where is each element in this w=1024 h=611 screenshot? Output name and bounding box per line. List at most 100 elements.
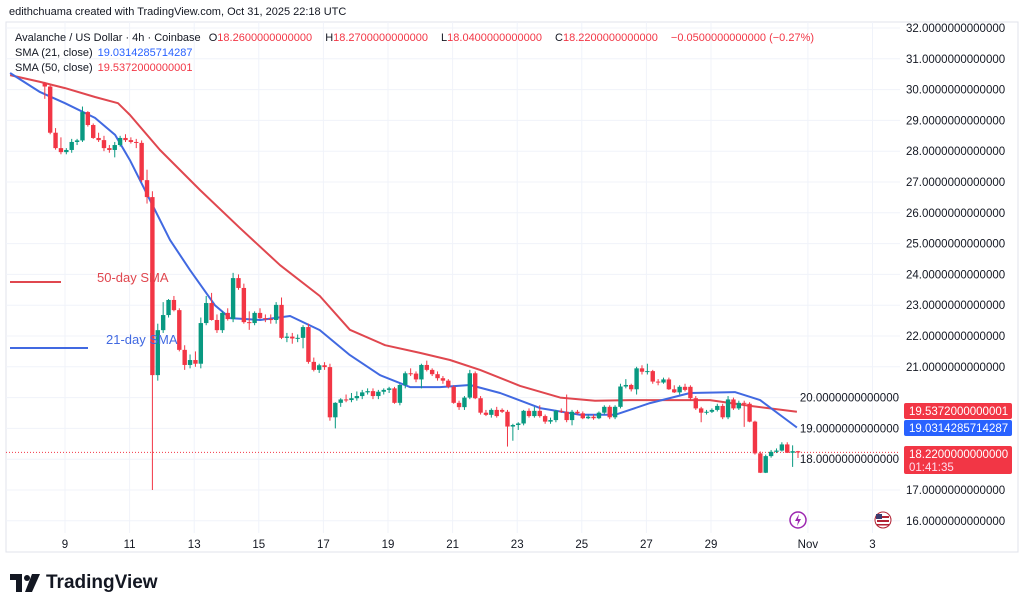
candle xyxy=(263,314,268,323)
candle-body xyxy=(650,371,655,382)
candle-body xyxy=(655,381,661,383)
x-tick-label: 29 xyxy=(705,539,718,551)
candle-body xyxy=(688,386,693,399)
tradingview-logo[interactable]: TradingView xyxy=(10,572,158,594)
candle xyxy=(53,128,58,150)
y-tick-label: 23.0000000000000 xyxy=(906,300,1005,312)
candle xyxy=(182,345,187,370)
candle xyxy=(311,357,316,372)
candle xyxy=(672,385,677,393)
candle-body xyxy=(607,406,612,418)
y-tick-label: 28.0000000000000 xyxy=(906,146,1005,158)
candle-body xyxy=(333,402,338,418)
candle xyxy=(742,400,747,427)
candle-body xyxy=(311,361,316,370)
y-tick-label: 20.0000000000000 xyxy=(800,393,899,405)
x-tick-label: 9 xyxy=(62,539,68,551)
candle-body xyxy=(166,299,171,316)
candle xyxy=(42,81,47,99)
candle-body xyxy=(225,312,230,320)
candle-body xyxy=(144,180,150,198)
lightning-event-icon[interactable] xyxy=(789,511,807,529)
x-tick-label: 11 xyxy=(124,539,136,551)
candle-body xyxy=(322,365,327,368)
candle-body xyxy=(42,83,47,87)
candle xyxy=(370,388,376,400)
candle-body xyxy=(661,379,666,383)
last-price-text: 18.2200000000000 xyxy=(909,449,1008,461)
sma50-legend-row[interactable]: SMA (50, close) 19.5372000000001 xyxy=(15,61,819,76)
candle xyxy=(682,383,688,392)
sma21-legend-row[interactable]: SMA (21, close) 19.0314285714287 xyxy=(15,46,819,61)
sma21-line xyxy=(9,72,798,429)
symbol-title[interactable]: Avalanche / US Dollar · 4h · Coinbase xyxy=(15,32,201,44)
low-value: 18.0400000000000 xyxy=(447,32,542,44)
y-tick-label: 21.0000000000000 xyxy=(906,362,1005,374)
candle xyxy=(580,411,585,420)
candle-body xyxy=(790,451,795,453)
candle xyxy=(376,389,381,400)
candle xyxy=(677,385,682,395)
candle xyxy=(715,403,720,412)
candle-body xyxy=(682,386,688,390)
candle-body xyxy=(128,140,134,142)
candle-body xyxy=(779,444,785,451)
candle xyxy=(768,449,774,458)
candle xyxy=(408,368,413,377)
candle xyxy=(397,383,403,406)
candle xyxy=(257,308,263,320)
candle xyxy=(650,369,655,384)
candle-body xyxy=(758,453,763,473)
candle xyxy=(666,377,672,390)
candle xyxy=(365,388,370,395)
candle-body xyxy=(338,399,343,403)
candle xyxy=(230,272,236,323)
candle-body xyxy=(403,373,408,385)
candle-body xyxy=(693,398,698,409)
candle-body xyxy=(209,303,214,320)
candle-body xyxy=(419,364,424,380)
candle-body xyxy=(268,319,273,321)
sma21-legend-value: 19.0314285714287 xyxy=(97,47,193,59)
candle-body xyxy=(150,197,155,376)
candle xyxy=(505,409,510,447)
candle xyxy=(225,308,230,321)
candle-body xyxy=(731,399,736,409)
candle xyxy=(693,396,698,410)
candle xyxy=(300,325,306,349)
us-flag-event-icon[interactable] xyxy=(874,511,892,529)
time-axis[interactable]: 9 11 13 15 17 19 21 23 25 27 29 Nov 3 xyxy=(62,539,876,551)
candle xyxy=(467,369,473,400)
candle-body xyxy=(96,137,101,141)
y-tick-label: 19.0000000000000 xyxy=(800,423,899,435)
candle xyxy=(494,406,499,418)
candle-body xyxy=(478,398,483,413)
x-tick-label: 13 xyxy=(188,539,201,551)
credit-line: edithchuama created with TradingView.com… xyxy=(9,6,347,18)
candle xyxy=(709,408,715,413)
candle-body xyxy=(397,384,403,403)
candle-body xyxy=(424,364,429,370)
candle xyxy=(193,351,198,367)
symbol-row: Avalanche / US Dollar · 4h · Coinbase O1… xyxy=(15,31,819,46)
candle-body xyxy=(343,399,349,401)
candle-body xyxy=(247,322,252,324)
candle xyxy=(91,123,96,139)
candle xyxy=(247,311,252,330)
candle xyxy=(704,409,709,415)
candle-body xyxy=(316,365,322,370)
candle-body xyxy=(107,148,112,150)
price-axis[interactable]: 16.0000000000000 17.0000000000000 18.00000… xyxy=(800,23,1005,528)
candle-body xyxy=(537,410,542,417)
countdown-text: 01:41:35 xyxy=(909,462,954,474)
candle xyxy=(612,405,618,420)
candle xyxy=(499,408,505,413)
candle-body xyxy=(462,397,467,408)
chart-frame xyxy=(5,21,1019,553)
y-tick-label: 30.0000000000000 xyxy=(906,85,1005,97)
sma50-line xyxy=(9,74,798,413)
candle xyxy=(607,405,612,420)
y-tick-label: 32.0000000000000 xyxy=(906,23,1005,35)
candle-body xyxy=(736,402,742,409)
